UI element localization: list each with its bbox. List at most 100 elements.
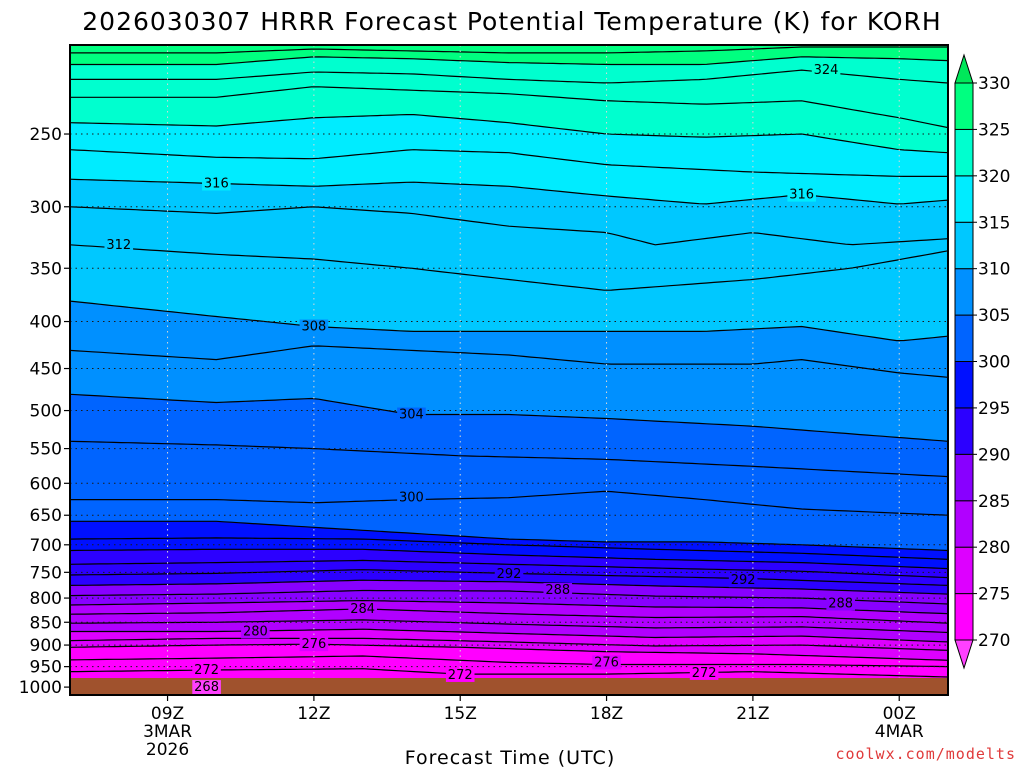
x-tick-label: 21Z — [736, 704, 769, 724]
contour-label-bg — [543, 583, 573, 598]
colorbar-swatch — [954, 128, 974, 177]
y-tick-label: 700 — [30, 536, 62, 556]
contour-label: 316 — [789, 188, 814, 203]
y-tick-label: 900 — [30, 636, 62, 656]
contour-label-bg — [104, 237, 134, 252]
colorbar-swatch — [954, 546, 974, 595]
contour-label-bg — [728, 573, 758, 588]
y-tick-label: 600 — [30, 474, 62, 494]
contour-label: 288 — [545, 583, 570, 598]
colorbar-swatch — [954, 82, 974, 130]
colorbar-tick-label: 320 — [978, 167, 1010, 187]
colorbar-swatch — [954, 268, 974, 316]
y-tick-label: 950 — [30, 658, 62, 678]
contour-label-bg — [348, 601, 377, 616]
colorbar-swatch — [954, 500, 974, 548]
contour-label-bg — [494, 566, 524, 581]
colorbar-tick-label: 285 — [978, 492, 1010, 512]
contour-label: 272 — [194, 663, 219, 678]
isentrope-line — [70, 619, 948, 634]
isentrope-line — [70, 244, 948, 291]
y-tick-label: 450 — [30, 360, 62, 380]
colorbar-arrow-high — [954, 53, 974, 84]
contour-label-bg — [299, 319, 329, 334]
colorbar-tick-label: 300 — [978, 353, 1010, 373]
y-tick-label: 400 — [30, 313, 62, 333]
contour-label: 272 — [692, 666, 717, 681]
contour-label: 272 — [448, 668, 473, 683]
contour-label: 280 — [243, 625, 268, 640]
isentrope-line — [70, 69, 948, 84]
isentrope-line — [70, 537, 948, 560]
contour-label: 316 — [204, 176, 229, 191]
y-tick-label: 500 — [30, 402, 62, 422]
y-tick-label: 1000 — [19, 678, 62, 698]
contour-label-bg — [811, 63, 841, 78]
contour-label: 300 — [399, 491, 424, 506]
contour-label: 308 — [301, 319, 326, 334]
fill-layer — [70, 45, 948, 695]
y-tick-label: 250 — [30, 125, 62, 145]
colorbar-swatch — [954, 453, 974, 502]
contour-label: 268 — [194, 680, 219, 695]
colorbar-tick-label: 290 — [978, 445, 1010, 465]
isentrope-line — [70, 559, 948, 579]
colorbar-tick-label: 310 — [978, 260, 1010, 280]
contour-label: 276 — [301, 637, 326, 652]
y-tick-label: 550 — [30, 440, 62, 460]
colorbar-tick-label: 270 — [978, 631, 1010, 651]
x-tick-label: 18Z — [590, 704, 623, 724]
isentrope-line — [70, 300, 948, 342]
colorbar-swatch — [954, 407, 974, 455]
isentrope-line — [70, 393, 948, 442]
colorbar-swatch — [954, 175, 974, 223]
x-tick-label: 09Z — [151, 704, 184, 724]
contour-label-bg — [689, 665, 719, 680]
plot-frame — [69, 44, 949, 696]
x-axis-label: Forecast Time (UTC) — [405, 747, 615, 768]
isentrope-line — [70, 608, 948, 624]
chart-title: 2026030307 HRRR Forecast Potential Tempe… — [82, 7, 941, 36]
isentrope-line — [70, 643, 948, 661]
isentrope-line — [70, 599, 948, 615]
y-tick-label: 850 — [30, 613, 62, 633]
colorbar-tick-label: 330 — [978, 74, 1010, 94]
contour-label-bg — [592, 655, 621, 670]
y-tick-label: 650 — [30, 506, 62, 526]
isentrope-line — [70, 440, 948, 478]
contour-label-bg — [397, 407, 426, 422]
contour-label-bg — [202, 176, 231, 191]
contour-label-bg — [787, 187, 816, 202]
isentrope-line — [70, 149, 948, 177]
contour-label-bg — [192, 662, 221, 677]
x-tick-label: 3MAR — [143, 722, 192, 742]
contour-label: 324 — [814, 63, 839, 78]
contour-label-bg — [299, 637, 329, 652]
colorbar-tick-label: 325 — [978, 120, 1010, 140]
x-tick-label: 2026 — [146, 740, 189, 760]
x-tick-label: 12Z — [297, 704, 330, 724]
isentrope-line — [70, 206, 948, 246]
y-axis: 250 300 350 400 450 500 550 600 650 700 750 800 850 9… — [19, 125, 70, 698]
contour-label: 292 — [497, 567, 522, 582]
x-tick-label: 15Z — [444, 704, 477, 724]
isentrope-line — [70, 86, 948, 129]
contour-label-bg — [826, 596, 855, 611]
isentrope-line — [70, 56, 948, 66]
contour-label: 304 — [399, 408, 424, 423]
contour-label: 276 — [594, 655, 619, 670]
isentrope-line — [70, 655, 948, 668]
contour-label-layer: 324 316 316 312 308 304 300 292 292 288 288 284 280 2… — [104, 63, 855, 695]
contour-label: 292 — [731, 573, 756, 588]
x-tick-label: 00Z — [883, 704, 916, 724]
contour-label: 284 — [350, 602, 375, 617]
contour-label: 312 — [106, 238, 131, 253]
y-tick-label: 800 — [30, 589, 62, 609]
y-tick-label: 350 — [30, 259, 62, 279]
x-tick-label: 4MAR — [875, 722, 924, 742]
colorbar-swatch — [954, 593, 974, 641]
colorbar-tick-label: 280 — [978, 538, 1010, 558]
y-tick-label: 750 — [30, 563, 62, 583]
